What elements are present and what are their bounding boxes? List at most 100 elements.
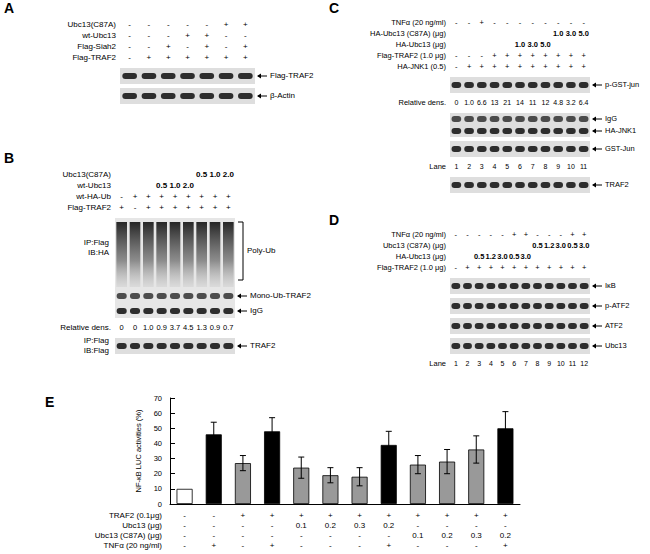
svg-text:+: +	[518, 51, 523, 60]
svg-text:0.5: 0.5	[567, 241, 577, 250]
svg-text:11: 11	[529, 99, 536, 106]
svg-text:6: 6	[512, 360, 516, 367]
svg-text:5: 5	[505, 163, 509, 170]
svg-text:+: +	[199, 203, 204, 212]
svg-text:1.0: 1.0	[209, 170, 221, 179]
svg-text:+: +	[186, 192, 191, 201]
svg-text:4: 4	[493, 163, 497, 170]
svg-text:-: -	[417, 541, 420, 550]
svg-text:60: 60	[154, 409, 162, 418]
svg-text:-: -	[455, 230, 458, 239]
svg-text:+: +	[243, 53, 248, 62]
svg-text:-: -	[481, 51, 484, 60]
svg-text:TNFα (20 ng/ml): TNFα (20 ng/ml)	[391, 18, 446, 27]
svg-text:3.0: 3.0	[521, 252, 531, 261]
svg-text:-: -	[455, 18, 458, 27]
svg-text:+: +	[147, 53, 152, 62]
svg-text:+: +	[524, 230, 529, 239]
svg-text:+: +	[581, 51, 586, 60]
svg-text:+: +	[547, 263, 552, 272]
svg-text:IgG: IgG	[605, 114, 617, 123]
svg-text:2.0: 2.0	[223, 170, 235, 179]
svg-text:D: D	[329, 212, 339, 228]
svg-text:0.2: 0.2	[383, 521, 395, 530]
svg-text:C: C	[329, 0, 339, 16]
svg-text:-: -	[582, 18, 585, 27]
svg-text:0.9: 0.9	[156, 323, 166, 332]
svg-text:p-ATF2: p-ATF2	[605, 301, 629, 310]
svg-text:+: +	[224, 20, 229, 29]
svg-text:+: +	[445, 511, 450, 520]
svg-text:-: -	[225, 42, 228, 51]
svg-text:70: 70	[154, 394, 162, 403]
svg-text:+: +	[416, 511, 421, 520]
svg-text:+: +	[581, 62, 586, 71]
svg-text:7: 7	[531, 163, 535, 170]
svg-text:-: -	[387, 531, 390, 540]
svg-text:+: +	[204, 53, 209, 62]
svg-text:Flag-TRAF2: Flag-TRAF2	[67, 203, 111, 212]
svg-text:1.3: 1.3	[196, 323, 206, 332]
svg-text:+: +	[159, 203, 164, 212]
svg-text:+: +	[492, 62, 497, 71]
svg-text:3.2: 3.2	[566, 99, 576, 106]
svg-text:-: -	[242, 531, 245, 540]
svg-text:-: -	[475, 521, 478, 530]
svg-text:4.5: 4.5	[183, 323, 193, 332]
svg-text:Flag-TRAF2: Flag-TRAF2	[270, 71, 314, 80]
svg-text:TRAF2: TRAF2	[605, 180, 629, 189]
svg-text:3.0: 3.0	[556, 241, 566, 250]
svg-text:1.0: 1.0	[169, 181, 181, 190]
svg-text:Relative dens.: Relative dens.	[60, 323, 111, 332]
svg-text:+: +	[241, 511, 246, 520]
svg-text:1: 1	[454, 163, 458, 170]
svg-text:-: -	[455, 263, 458, 272]
svg-text:0.5: 0.5	[532, 241, 542, 250]
svg-text:12: 12	[580, 360, 588, 367]
svg-text:1.2: 1.2	[544, 241, 554, 250]
svg-text:+: +	[543, 51, 548, 60]
svg-text:-: -	[205, 20, 208, 29]
svg-text:+: +	[489, 263, 494, 272]
svg-text:wt-Ubc13: wt-Ubc13	[81, 31, 116, 40]
svg-text:+: +	[531, 62, 536, 71]
svg-text:10: 10	[567, 163, 575, 170]
svg-text:-: -	[183, 541, 186, 550]
svg-text:+: +	[185, 53, 190, 62]
svg-text:9: 9	[547, 360, 551, 367]
svg-text:+: +	[186, 203, 191, 212]
svg-text:8: 8	[544, 163, 548, 170]
svg-text:+: +	[492, 51, 497, 60]
svg-text:+: +	[480, 18, 485, 27]
svg-text:+: +	[166, 42, 171, 51]
svg-text:HA-JNK1 (0.5): HA-JNK1 (0.5)	[397, 62, 446, 71]
svg-text:2.0: 2.0	[183, 181, 195, 190]
svg-text:0.1: 0.1	[296, 521, 308, 530]
svg-text:1.2: 1.2	[486, 252, 496, 261]
svg-text:p-GST-jun: p-GST-jun	[605, 80, 639, 89]
svg-text:+: +	[226, 192, 231, 201]
svg-text:-: -	[120, 192, 123, 201]
svg-text:10: 10	[154, 484, 162, 493]
svg-text:-: -	[329, 541, 332, 550]
svg-text:+: +	[480, 62, 485, 71]
svg-text:5: 5	[501, 360, 505, 367]
svg-text:Ubc13(C87A): Ubc13(C87A)	[63, 170, 112, 179]
svg-text:+: +	[199, 192, 204, 201]
svg-text:Ubc13: Ubc13	[605, 341, 627, 350]
svg-text:-: -	[557, 18, 560, 27]
svg-text:4: 4	[489, 360, 493, 367]
svg-text:+: +	[146, 203, 151, 212]
svg-text:21: 21	[503, 99, 511, 106]
svg-text:11: 11	[580, 163, 587, 170]
svg-text:IgG: IgG	[250, 306, 263, 315]
svg-text:-: -	[446, 521, 449, 530]
svg-text:IB:HA: IB:HA	[88, 248, 110, 257]
svg-text:-: -	[570, 18, 573, 27]
svg-text:-: -	[536, 230, 539, 239]
svg-text:β-Actin: β-Actin	[270, 91, 295, 100]
svg-text:-: -	[128, 53, 131, 62]
svg-text:1.0: 1.0	[553, 29, 563, 38]
svg-text:+: +	[270, 511, 275, 520]
svg-text:+: +	[224, 53, 229, 62]
